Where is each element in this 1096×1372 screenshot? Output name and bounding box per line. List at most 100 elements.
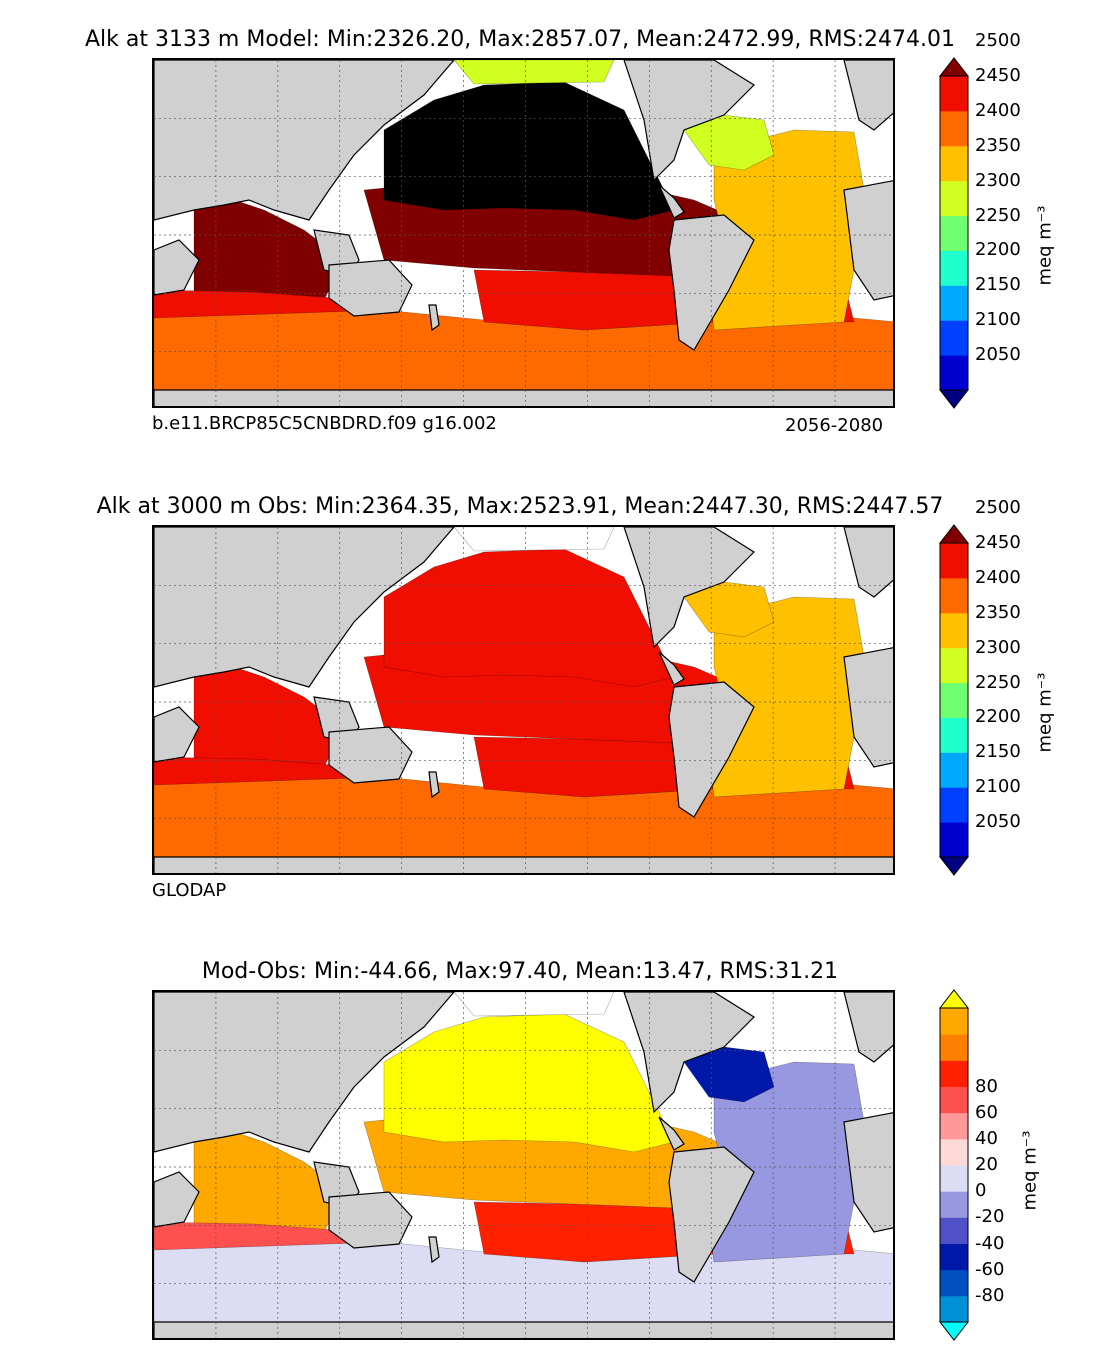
landmass-4 <box>328 726 413 784</box>
colorbar-tick-label: 2150 <box>975 274 1021 296</box>
colorbar-swatch <box>940 1269 968 1297</box>
landmass-9 <box>843 60 893 131</box>
colorbar-tick-label: -20 <box>975 1206 1005 1228</box>
colorbar-tick-label: -40 <box>975 1232 1005 1254</box>
colorbar-extend-min <box>938 1321 970 1341</box>
landmass-11 <box>154 389 893 406</box>
panel-title-model: Alk at 3133 m Model: Min:2326.20, Max:28… <box>84 27 956 52</box>
landmass-2 <box>154 706 200 763</box>
colorbar-swatch <box>940 543 968 579</box>
units-label-obs: meq m⁻³ <box>1034 672 1056 753</box>
colorbar-swatch <box>940 1138 968 1166</box>
landmass-9 <box>843 992 893 1063</box>
colorbar-tick-label: 2100 <box>975 309 1021 331</box>
colorbar-extend-max <box>938 524 970 544</box>
colorbar-extend-max <box>938 989 970 1009</box>
map-svg <box>154 992 893 1338</box>
landmass-6 <box>623 992 755 1114</box>
colorbar-svg <box>938 524 970 876</box>
colorbar-diff <box>938 989 970 1341</box>
landmass-5 <box>428 771 440 799</box>
colorbar-tick-label: 2400 <box>975 99 1021 121</box>
landmass-9 <box>843 527 893 598</box>
colorbar-tick-label: 2050 <box>975 811 1021 833</box>
colorbar-tick-label: 2200 <box>975 706 1021 728</box>
landmass-11 <box>154 856 893 873</box>
landmass-6 <box>623 527 755 649</box>
colorbar-swatch <box>940 752 968 788</box>
colorbar-swatch <box>940 1112 968 1140</box>
landmass-6 <box>623 60 755 182</box>
colorbar-tick-label: 60 <box>975 1101 998 1123</box>
colorbar-tick-label: 2350 <box>975 601 1021 623</box>
landmass-10 <box>843 1112 893 1233</box>
colorbar-tick-label: 2250 <box>975 671 1021 693</box>
colorbar-swatch <box>940 180 968 217</box>
colorbar-tick-label: 2200 <box>975 239 1021 261</box>
colorbar-swatch <box>940 145 968 182</box>
caption-experiment: b.e11.BRCP85C5CNBDRD.f09 g16.002 <box>152 413 497 434</box>
landmass-7 <box>658 1116 685 1151</box>
map-svg <box>154 60 893 406</box>
colorbar-obs <box>938 524 970 876</box>
caption-dataset: GLODAP <box>152 880 227 901</box>
landmass-5 <box>428 304 440 332</box>
colorbar-tick-label: 2300 <box>975 636 1021 658</box>
colorbar-swatch <box>940 682 968 718</box>
landmass-2 <box>154 1171 200 1228</box>
ocean-region-arctic <box>453 992 615 1017</box>
colorbar-swatch <box>940 1295 968 1323</box>
colorbar-swatch <box>940 320 968 356</box>
landmass-1 <box>154 992 455 1153</box>
colorbar-model <box>938 57 970 409</box>
landmass-8 <box>668 681 755 818</box>
colorbar-tick-label: 20 <box>975 1154 998 1175</box>
colorbar-svg <box>938 989 970 1341</box>
colorbar-tick-label: 2150 <box>975 741 1021 763</box>
colorbar-swatch <box>940 355 968 391</box>
landmass-10 <box>843 647 893 768</box>
colorbar-swatch <box>940 1034 968 1061</box>
landmass-7 <box>658 651 685 686</box>
colorbar-tick-label: 80 <box>975 1075 998 1097</box>
landmass-7 <box>658 184 685 219</box>
colorbar-tick-label: 2300 <box>975 169 1021 191</box>
landmass-4 <box>328 259 413 317</box>
map-svg <box>154 527 893 873</box>
colorbar-swatch <box>940 822 968 858</box>
landmass-1 <box>154 527 455 688</box>
colorbar-swatch <box>940 1191 968 1218</box>
landmass-5 <box>428 1236 440 1264</box>
landmass-2 <box>154 239 200 296</box>
colorbar-swatch <box>940 1243 968 1271</box>
colorbar-swatch <box>940 1060 968 1087</box>
landmass-10 <box>843 180 893 301</box>
colorbar-tick-label: 2100 <box>975 776 1021 798</box>
colorbar-tick-label: 2450 <box>975 532 1021 553</box>
colorbar-tick-label: 2450 <box>975 65 1021 86</box>
landmass-8 <box>668 1146 755 1283</box>
colorbar-swatch <box>940 250 968 286</box>
landmass-11 <box>154 1321 893 1338</box>
caption-years: 2056-2080 <box>785 415 884 436</box>
colorbar-swatch <box>940 285 968 321</box>
colorbar-swatch <box>940 1165 968 1192</box>
colorbar-svg <box>938 57 970 409</box>
landmass-8 <box>668 214 755 351</box>
colorbar-tick-label: 2250 <box>975 204 1021 226</box>
panel-title-obs: Alk at 3000 m Obs: Min:2364.35, Max:2523… <box>96 494 944 519</box>
colorbar-swatch <box>940 1217 968 1244</box>
colorbar-tick-label: 2500 <box>975 497 1021 519</box>
colorbar-swatch <box>940 76 968 112</box>
landmass-1 <box>154 60 455 221</box>
colorbar-swatch <box>940 1086 968 1114</box>
colorbar-tick-label: -80 <box>975 1284 1005 1306</box>
colorbar-tick-label: 2400 <box>975 566 1021 588</box>
landmass-4 <box>328 1191 413 1249</box>
ocean-region-arctic <box>453 60 615 85</box>
colorbar-swatch <box>940 787 968 823</box>
colorbar-tick-label: 2350 <box>975 134 1021 156</box>
map-model <box>152 58 895 408</box>
colorbar-swatch <box>940 215 968 251</box>
units-label-diff: meq m⁻³ <box>1019 1130 1041 1211</box>
